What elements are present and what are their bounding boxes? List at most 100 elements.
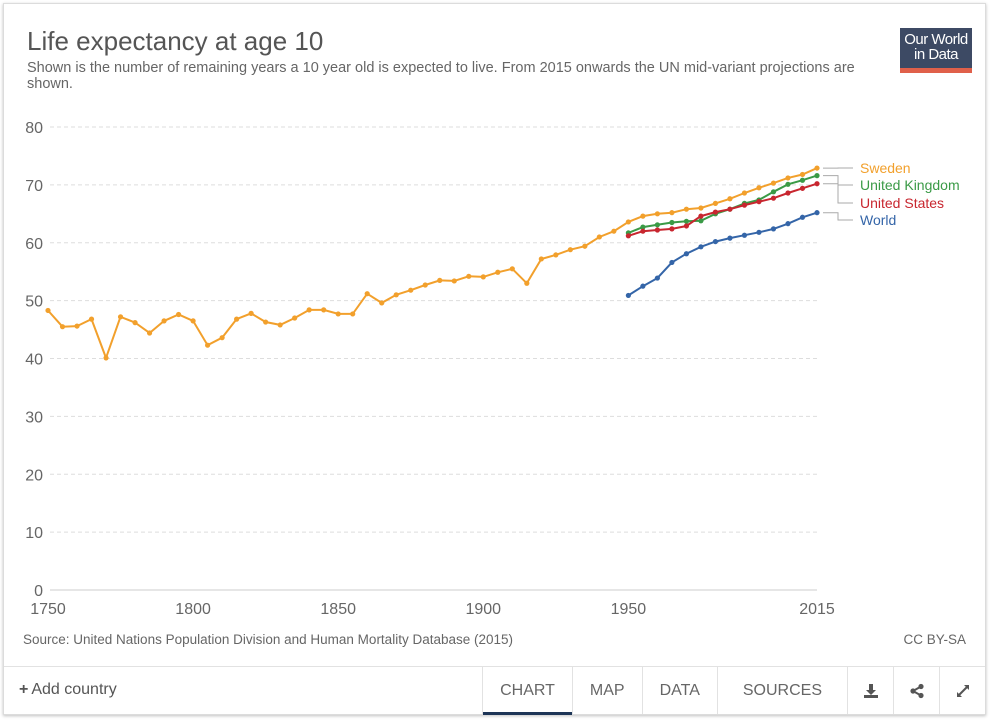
data-point[interactable]: [814, 173, 820, 179]
data-point[interactable]: [814, 181, 820, 187]
tab-chart[interactable]: CHART: [482, 667, 572, 715]
data-point[interactable]: [640, 228, 646, 234]
owid-logo[interactable]: Our World in Data: [900, 28, 972, 73]
data-point[interactable]: [712, 238, 719, 245]
data-point[interactable]: [611, 228, 617, 234]
data-point[interactable]: [437, 277, 443, 283]
data-point[interactable]: [379, 300, 385, 306]
data-point[interactable]: [683, 206, 690, 212]
data-point[interactable]: [625, 292, 631, 299]
data-point[interactable]: [480, 274, 486, 280]
data-point[interactable]: [799, 177, 806, 183]
data-point[interactable]: [74, 323, 80, 329]
data-point[interactable]: [422, 282, 428, 288]
data-point[interactable]: [640, 224, 646, 230]
data-point[interactable]: [654, 275, 660, 281]
series-united-kingdom[interactable]: [625, 173, 820, 236]
data-point[interactable]: [509, 266, 515, 272]
data-point[interactable]: [698, 218, 704, 224]
data-point[interactable]: [741, 202, 748, 208]
tab-sources[interactable]: SOURCES: [716, 667, 847, 714]
data-point[interactable]: [770, 189, 777, 195]
data-point[interactable]: [161, 318, 167, 324]
data-point[interactable]: [654, 227, 660, 233]
data-point[interactable]: [654, 211, 660, 217]
data-point[interactable]: [698, 244, 704, 250]
series-united-states[interactable]: [625, 181, 820, 239]
data-point[interactable]: [756, 199, 762, 205]
data-point[interactable]: [625, 233, 631, 239]
data-point[interactable]: [741, 232, 748, 238]
data-point[interactable]: [799, 171, 806, 178]
data-point[interactable]: [712, 200, 719, 206]
tab-data[interactable]: DATA: [641, 667, 717, 714]
data-point[interactable]: [654, 222, 660, 228]
data-point[interactable]: [45, 307, 51, 314]
fullscreen-button[interactable]: [939, 667, 985, 714]
data-point[interactable]: [683, 218, 690, 224]
data-point[interactable]: [582, 243, 588, 249]
data-point[interactable]: [785, 181, 791, 187]
data-point[interactable]: [669, 219, 675, 226]
data-point[interactable]: [495, 269, 501, 275]
data-point[interactable]: [567, 247, 573, 253]
data-point[interactable]: [335, 311, 341, 317]
source-note[interactable]: Source: United Nations Population Divisi…: [23, 632, 514, 647]
series-world[interactable]: [625, 210, 820, 299]
data-point[interactable]: [248, 310, 254, 316]
data-point[interactable]: [103, 355, 109, 361]
legend-label-world[interactable]: World: [860, 212, 896, 228]
data-point[interactable]: [234, 316, 240, 322]
data-point[interactable]: [625, 219, 631, 225]
tab-map[interactable]: MAP: [571, 667, 642, 714]
data-point[interactable]: [640, 213, 646, 219]
data-point[interactable]: [190, 318, 196, 324]
data-point[interactable]: [59, 324, 66, 330]
data-point[interactable]: [727, 196, 733, 202]
data-point[interactable]: [799, 214, 806, 220]
legend-label-united-states[interactable]: United States: [860, 195, 944, 211]
data-point[interactable]: [814, 165, 820, 171]
data-point[interactable]: [756, 185, 762, 191]
data-point[interactable]: [306, 307, 312, 313]
data-point[interactable]: [175, 311, 182, 318]
data-point[interactable]: [364, 291, 370, 297]
data-point[interactable]: [669, 226, 675, 232]
license-link[interactable]: CC BY-SA: [903, 632, 966, 647]
data-point[interactable]: [277, 322, 283, 328]
data-point[interactable]: [799, 185, 806, 191]
data-point[interactable]: [785, 190, 791, 196]
data-point[interactable]: [263, 319, 269, 325]
data-point[interactable]: [770, 180, 777, 186]
data-point[interactable]: [117, 314, 124, 320]
data-point[interactable]: [219, 335, 225, 341]
data-point[interactable]: [683, 223, 690, 229]
data-point[interactable]: [538, 256, 544, 262]
data-point[interactable]: [88, 316, 95, 322]
data-point[interactable]: [669, 210, 675, 216]
data-point[interactable]: [451, 278, 457, 284]
data-point[interactable]: [698, 213, 704, 219]
data-point[interactable]: [393, 292, 399, 298]
data-point[interactable]: [727, 235, 733, 241]
data-point[interactable]: [770, 195, 777, 201]
share-button[interactable]: [893, 667, 939, 714]
data-point[interactable]: [741, 190, 748, 196]
data-point[interactable]: [712, 209, 719, 215]
download-button[interactable]: [847, 667, 893, 714]
data-point[interactable]: [524, 280, 530, 286]
data-point[interactable]: [132, 320, 138, 326]
data-point[interactable]: [669, 259, 675, 266]
data-point[interactable]: [553, 252, 559, 258]
data-point[interactable]: [814, 210, 820, 216]
data-point[interactable]: [466, 273, 472, 279]
data-point[interactable]: [727, 206, 733, 212]
data-point[interactable]: [408, 287, 414, 293]
data-point[interactable]: [785, 175, 791, 181]
data-point[interactable]: [756, 229, 762, 235]
series-sweden[interactable]: [45, 165, 820, 361]
add-country-button[interactable]: + Add country: [19, 681, 117, 699]
data-point[interactable]: [596, 234, 602, 240]
legend-label-united-kingdom[interactable]: United Kingdom: [860, 177, 960, 193]
data-point[interactable]: [146, 330, 153, 336]
